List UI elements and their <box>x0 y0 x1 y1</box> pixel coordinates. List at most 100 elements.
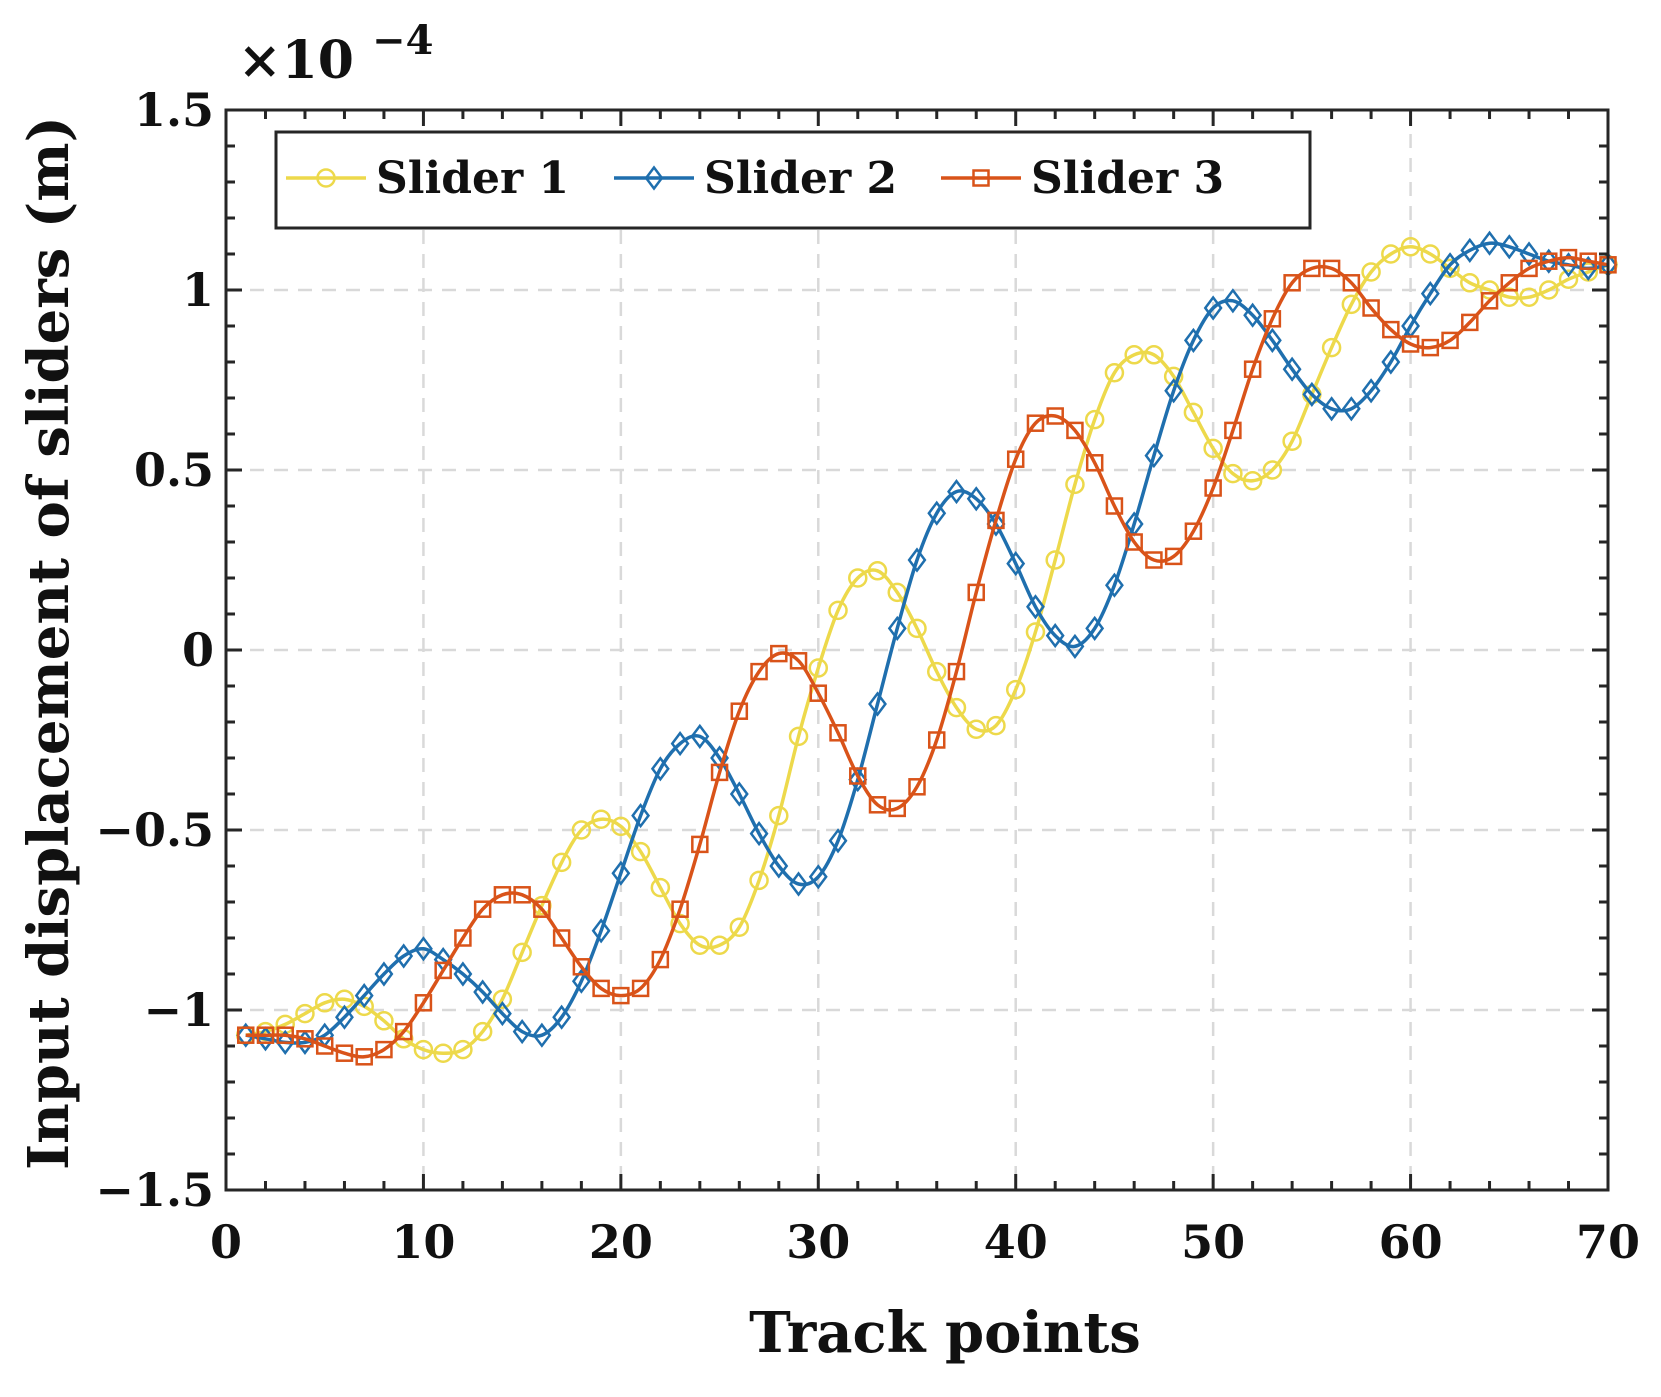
series-1-point <box>1025 622 1046 642</box>
series-1-point <box>1104 363 1125 383</box>
y-tick-label: 1.5 <box>134 83 214 137</box>
series-2-point <box>1361 378 1381 404</box>
y-tick-label: −0.5 <box>95 803 214 857</box>
series-3-point <box>612 986 630 1005</box>
series-1-point <box>1262 460 1283 480</box>
series-1-point <box>1558 269 1579 289</box>
series-2-point <box>1519 241 1539 267</box>
series-3-point <box>335 1044 354 1062</box>
series-3-point <box>809 684 828 702</box>
series-2-point <box>1104 572 1124 598</box>
legend-swatch-marker <box>972 169 990 187</box>
series-3-point <box>1085 454 1104 472</box>
series-1-point <box>769 805 789 826</box>
series-1-point <box>1163 366 1184 387</box>
series-3-point <box>276 1026 294 1044</box>
series-1-point <box>670 913 690 934</box>
series-1-point <box>1124 345 1144 365</box>
series-2-point <box>1262 327 1282 353</box>
series-3-point <box>434 961 452 980</box>
legend: Slider 1 Slider 2 Slider 3 <box>274 130 1312 230</box>
series-2-point <box>492 1001 512 1027</box>
series-2-point <box>1539 248 1559 274</box>
series-1-point <box>611 816 631 837</box>
series-2-point <box>532 1022 552 1048</box>
y-tick-label: 1 <box>182 263 214 317</box>
series-2-point <box>1282 356 1302 382</box>
x-tick-label: 30 <box>786 1215 850 1269</box>
series-3-point <box>1559 248 1578 267</box>
exponent-base: ×10 <box>238 30 354 91</box>
series-2-point <box>453 961 473 987</box>
series-2-point <box>631 803 651 829</box>
series-2-point <box>986 511 1006 537</box>
series-3-point <box>1322 259 1341 278</box>
series-1-point <box>1203 438 1223 459</box>
series-2-point <box>1045 623 1065 649</box>
series-2-point <box>552 1004 572 1030</box>
series-1-point <box>828 600 848 621</box>
series-1-point <box>551 852 572 873</box>
series-1-point <box>650 877 671 898</box>
series-2-point <box>1480 230 1499 256</box>
y-tick-label: 0.5 <box>134 443 214 497</box>
series-2-point <box>1302 381 1322 407</box>
series-3-point <box>1125 533 1143 551</box>
series-3-point <box>1382 320 1400 339</box>
series-2-point <box>413 936 433 962</box>
series-3-point <box>296 1030 314 1048</box>
legend-swatch-marker <box>316 168 336 188</box>
series-2 <box>236 230 1618 1055</box>
series-3-point <box>1401 335 1420 353</box>
series-2-point <box>1065 633 1085 659</box>
series-1-point <box>1420 244 1441 264</box>
series-3-point <box>513 886 531 904</box>
series-1-point <box>512 942 532 963</box>
series-2-point <box>670 731 690 757</box>
series-1-point <box>1282 431 1302 451</box>
series-2-line <box>245 241 1609 1045</box>
series-2-point <box>1006 551 1026 577</box>
axis-ticks <box>224 108 1610 1192</box>
series-3-point <box>671 900 689 918</box>
series-3-point <box>987 511 1005 530</box>
series-3-point <box>1263 310 1282 328</box>
series-3-point <box>967 583 985 602</box>
series-3-point <box>473 900 492 918</box>
x-tick-label: 60 <box>1379 1215 1443 1269</box>
series-2-point <box>1381 349 1401 375</box>
series-3-point <box>1145 551 1163 569</box>
series-1-point <box>492 989 513 1009</box>
series-3-point <box>355 1048 373 1066</box>
x-tick-label: 50 <box>1181 1215 1245 1269</box>
x-tick-label: 0 <box>210 1215 242 1269</box>
axis-exponent-label: ×10 −4 <box>238 17 433 91</box>
series-3-point <box>572 958 591 976</box>
series-2-point <box>335 1004 354 1030</box>
series-3-point <box>908 778 926 796</box>
series-2-point <box>966 486 986 512</box>
series-1-point <box>295 1003 315 1024</box>
series-3-point <box>1105 497 1124 515</box>
series-1-point <box>314 993 335 1013</box>
series-2-point <box>1322 396 1342 422</box>
series-1-point <box>986 715 1006 736</box>
series-1-point <box>1539 280 1559 300</box>
series-3-point <box>1026 414 1045 432</box>
y-tick-label: 0 <box>182 623 214 677</box>
series-1-point <box>867 561 888 581</box>
series-3-point <box>414 994 433 1012</box>
series-2-point <box>275 1029 295 1055</box>
exponent-power: −4 <box>372 17 433 64</box>
series-3-point <box>1184 522 1203 540</box>
series-2-point <box>789 871 808 897</box>
series-1-point <box>591 809 611 829</box>
series-1-point <box>966 719 986 739</box>
legend-label: Slider 3 <box>1031 153 1224 204</box>
series-1-point <box>1361 262 1381 282</box>
series-3-point <box>1500 274 1519 292</box>
series-3-point <box>1303 259 1321 278</box>
series-1-point <box>413 1039 434 1060</box>
series-3-point <box>710 763 729 782</box>
